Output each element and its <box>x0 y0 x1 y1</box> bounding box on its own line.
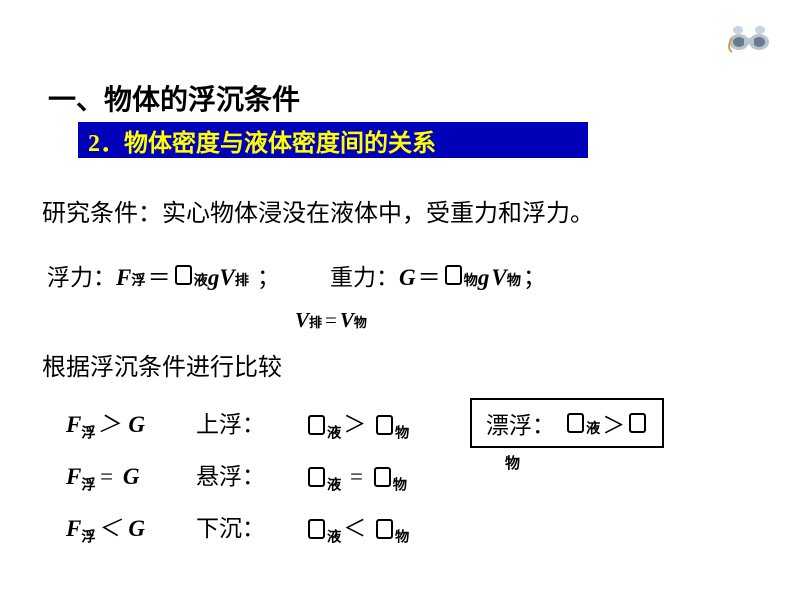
condition-row: F浮＜ G 下沉： 液＜ 物 <box>66 509 476 541</box>
float-subscript: 物 <box>505 452 520 473</box>
gravity-label: 重力： <box>330 258 399 292</box>
formula-line: 浮力： F浮 ＝ 液 g V排 ； 重力： G ＝ 物 g V物 ； <box>47 258 548 292</box>
float-box: 漂浮： 液 ＞ <box>470 398 664 448</box>
subtitle-text: 物体密度与液体密度间的关系 <box>124 123 436 158</box>
volume-equality: V排 = V物 <box>295 308 367 333</box>
research-condition: 研究条件：实心物体浸没在液体中，受重力和浮力。 <box>42 193 594 228</box>
condition-row: F浮= G 悬浮： 液 = 物 <box>66 457 476 489</box>
section-title: 一、物体的浮沉条件 <box>48 78 300 118</box>
comparison-label: 根据浮沉条件进行比较 <box>42 347 282 382</box>
condition-row: F浮＞ G 上浮： 液＞ 物 <box>66 405 476 437</box>
binoculars-icon <box>724 20 774 55</box>
rho-glyph <box>445 265 462 285</box>
subtitle-number: 2． <box>88 123 124 158</box>
rho-glyph <box>175 265 192 285</box>
buoyancy-label: 浮力： <box>47 258 116 292</box>
subtitle-bar: 2． 物体密度与液体密度间的关系 <box>78 122 588 158</box>
conditions-grid: F浮＞ G 上浮： 液＞ 物 F浮= G 悬浮： 液 = 物 F浮＜ G 下沉：… <box>66 405 476 561</box>
